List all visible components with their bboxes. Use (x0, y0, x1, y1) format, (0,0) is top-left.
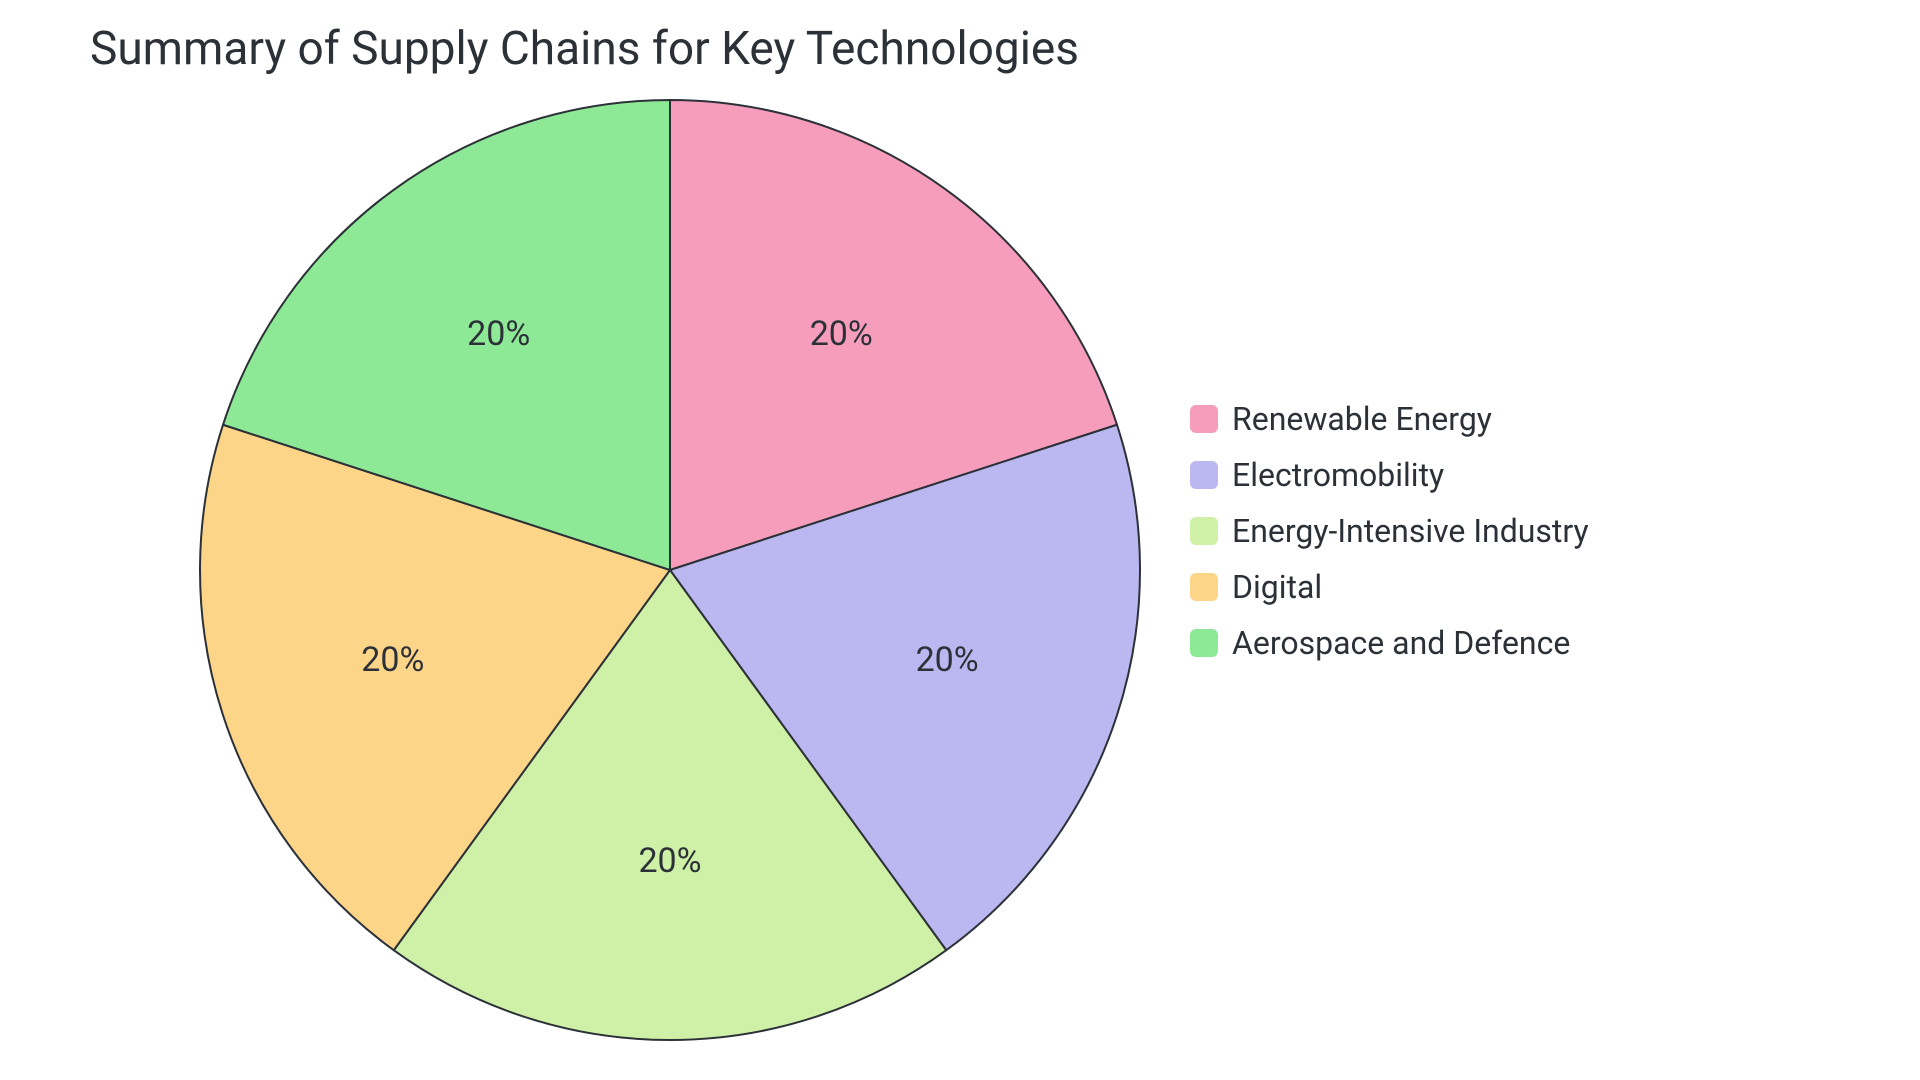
slice-percent-label: 20% (361, 640, 424, 680)
legend-item[interactable]: Aerospace and Defence (1190, 624, 1589, 662)
slice-percent-label: 20% (467, 314, 530, 354)
legend-label: Energy-Intensive Industry (1232, 512, 1589, 550)
legend-label: Digital (1232, 568, 1322, 606)
legend-swatch (1190, 405, 1218, 433)
legend-swatch (1190, 517, 1218, 545)
legend-item[interactable]: Digital (1190, 568, 1589, 606)
pie-chart (196, 96, 1144, 1048)
chart-container: Summary of Supply Chains for Key Technol… (0, 0, 1920, 1080)
chart-title: Summary of Supply Chains for Key Technol… (90, 22, 1079, 76)
legend-swatch (1190, 573, 1218, 601)
legend: Renewable Energy Electromobility Energy-In… (1190, 400, 1589, 680)
slice-percent-label: 20% (810, 314, 873, 354)
legend-label: Aerospace and Defence (1232, 624, 1570, 662)
legend-item[interactable]: Energy-Intensive Industry (1190, 512, 1589, 550)
legend-label: Electromobility (1232, 456, 1444, 494)
slice-percent-label: 20% (916, 640, 979, 680)
legend-item[interactable]: Renewable Energy (1190, 400, 1589, 438)
legend-swatch (1190, 629, 1218, 657)
slice-percent-label: 20% (638, 841, 701, 881)
legend-swatch (1190, 461, 1218, 489)
pie-svg (196, 96, 1144, 1044)
legend-label: Renewable Energy (1232, 400, 1492, 438)
legend-item[interactable]: Electromobility (1190, 456, 1589, 494)
